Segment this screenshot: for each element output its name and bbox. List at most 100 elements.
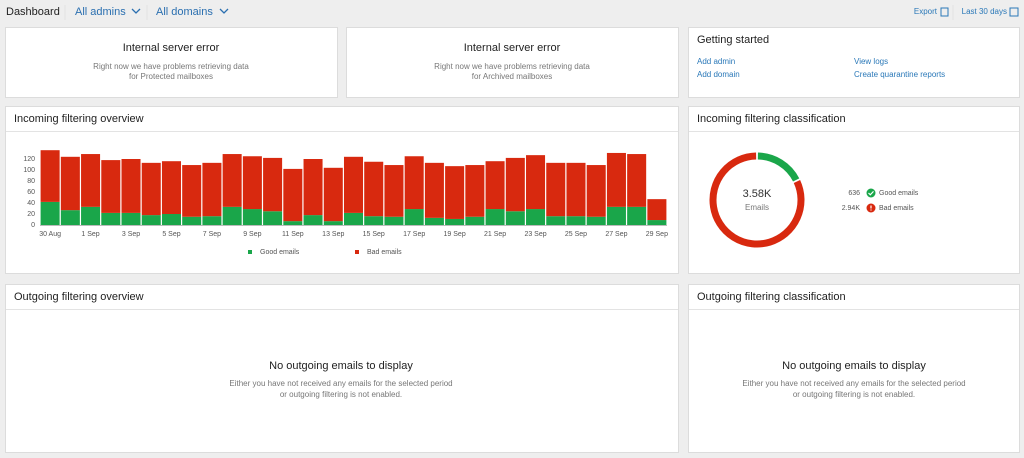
panel [5,284,679,453]
link[interactable]: Add admin [697,57,735,66]
x-tick-label: 23 Sep [524,231,546,238]
admin-filter[interactable]: All admins [75,6,126,18]
bar-segment [121,159,141,213]
bar-segment [445,218,465,225]
y-tick-label: 60 [27,189,35,196]
bar-segment [647,220,667,225]
bar-segment [283,221,303,225]
bar-segment [40,150,60,202]
bar-segment [627,154,647,207]
x-tick-label: 3 Sep [122,231,140,238]
card-text: Right now we have problems retrieving da… [434,62,590,71]
donut-segment [709,152,805,248]
link[interactable]: Create quarantine reports [854,70,945,79]
bar-segment [566,216,586,225]
date-range[interactable]: Last 30 days [962,7,1007,16]
empty-title: No outgoing emails to display [269,360,413,372]
bar-segment [222,154,242,207]
panel [688,284,1020,453]
link[interactable]: Add domain [697,70,740,79]
x-tick-label: 25 Sep [565,231,587,238]
card-text: Right now we have problems retrieving da… [93,62,249,71]
bar-segment [505,211,525,225]
legend-label: Bad emails [879,205,914,212]
bar-segment [101,160,121,213]
export-button[interactable]: Export [914,7,938,16]
legend-label: Good emails [260,249,300,256]
card-title: Internal server error [464,42,561,54]
legend-label: Good emails [879,190,919,197]
card-text: for Protected mailboxes [129,72,213,81]
y-tick-label: 40 [27,200,35,207]
bar-segment [263,211,283,225]
legend-label: Bad emails [367,249,402,256]
bar-segment [586,216,606,225]
bar-segment [485,209,505,225]
bar-segment [323,167,343,222]
bar-segment [141,162,161,216]
bar-segment [424,162,444,218]
y-tick-label: 100 [23,167,35,174]
bar-segment [182,165,202,217]
x-tick-label: 9 Sep [243,231,261,238]
bar-segment [141,215,161,225]
bar-segment [606,152,626,207]
x-tick-label: 30 Aug [39,231,61,238]
card-title: Internal server error [123,42,220,54]
y-tick-label: 80 [27,178,35,185]
x-tick-label: 19 Sep [444,231,466,238]
bar-segment [202,216,222,225]
bar-segment [182,216,202,225]
y-tick-label: 120 [23,156,35,163]
bar-segment [384,216,404,225]
domain-filter[interactable]: All domains [156,6,213,18]
panel-title: Outgoing filtering overview [14,291,144,303]
bar-segment [81,206,101,225]
bar-segment [627,206,647,225]
bar-segment [263,157,283,212]
bar-segment [161,161,181,214]
x-tick-label: 7 Sep [203,231,221,238]
empty-text: or outgoing filtering is not enabled. [793,390,915,399]
card-text: for Archived mailboxes [472,72,552,81]
chevron[interactable] [219,8,229,14]
bar-segment [586,165,606,217]
bar-segment [81,154,101,207]
bar-segment [242,156,262,210]
legend-value: 636 [848,190,860,197]
x-tick-label: 17 Sep [403,231,425,238]
bar-segment [566,162,586,217]
x-tick-label: 11 Sep [282,231,304,238]
empty-text: Either you have not received any emails … [742,379,965,388]
bar-segment [323,221,343,225]
bar-segment [526,155,546,210]
bar-segment [404,156,424,210]
panel-title: Incoming filtering overview [14,113,144,125]
link[interactable]: View logs [854,57,888,66]
bar-segment [364,216,384,225]
panel-title: Outgoing filtering classification [697,291,846,303]
check-icon [868,190,874,196]
bar-segment [283,168,303,222]
bar-segment [202,162,222,217]
x-tick-label: 29 Sep [646,231,668,238]
donut-segment [757,152,800,182]
card [688,27,1020,98]
bar-segment [101,212,121,225]
legend-swatch [248,250,252,254]
donut-total: 3.58K [743,188,772,200]
bar-segment [546,216,566,225]
export-icon[interactable] [940,7,949,17]
bar-segment [303,215,323,225]
bar-segment [465,216,485,225]
legend-swatch [355,250,359,254]
calendar-icon[interactable] [1009,7,1019,17]
panel-title: Incoming filtering classification [697,113,846,125]
chevron[interactable] [131,8,141,14]
bar-segment [242,209,262,225]
bar-segment [343,212,364,225]
empty-title: No outgoing emails to display [782,360,926,372]
bar-segment [161,214,181,225]
bar-segment [222,206,242,225]
